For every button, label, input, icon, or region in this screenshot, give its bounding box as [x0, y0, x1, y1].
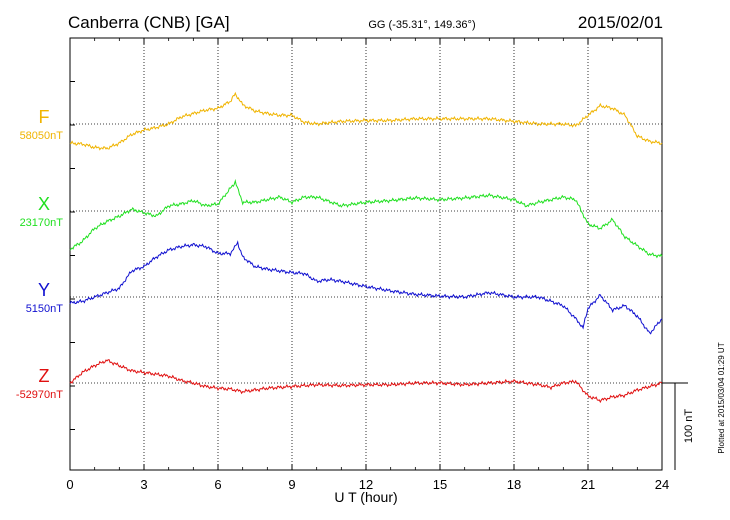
x-tick-label: 15	[433, 477, 447, 492]
scale-bar: 100 nT	[662, 382, 695, 470]
series-name-z: Z	[39, 366, 50, 386]
scale-bar-label: 100 nT	[683, 409, 695, 444]
x-tick-label: 18	[507, 477, 521, 492]
grid-lines	[70, 38, 662, 470]
series-lines	[69, 91, 663, 404]
series-name-f: F	[39, 107, 50, 127]
baseline-value-y: 5150nT	[26, 303, 64, 315]
series-labels: F 58050nT X 23170nT Y 5150nT Z -52970nT	[16, 107, 63, 401]
baseline-value-z: -52970nT	[16, 389, 63, 401]
station-title: Canberra (CNB) [GA]	[68, 13, 230, 32]
series-line-z	[69, 359, 663, 404]
x-axis-title: U T (hour)	[334, 489, 397, 505]
x-tick-label: 24	[655, 477, 669, 492]
x-tick-label: 3	[140, 477, 147, 492]
coordinates-label: GG (-35.31°, 149.36°)	[368, 19, 475, 31]
series-name-x: X	[38, 194, 50, 214]
x-tick-label: 0	[66, 477, 73, 492]
baseline-value-x: 23170nT	[20, 217, 64, 229]
x-tick-label: 21	[581, 477, 595, 492]
series-line-x	[69, 178, 663, 259]
series-name-y: Y	[38, 280, 50, 300]
axis-ticks: 0 3 6 9 12 15 18 21 24	[66, 37, 669, 492]
date-label: 2015/02/01	[578, 13, 663, 32]
series-line-f	[69, 91, 663, 151]
plotted-at-note: Plotted at 2015/03/04 01:29 UT	[717, 342, 726, 453]
x-tick-label: 9	[288, 477, 295, 492]
x-tick-label: 6	[214, 477, 221, 492]
x-tick-label: 12	[359, 477, 373, 492]
series-line-y	[69, 240, 663, 335]
baseline-value-f: 58050nT	[20, 130, 64, 142]
